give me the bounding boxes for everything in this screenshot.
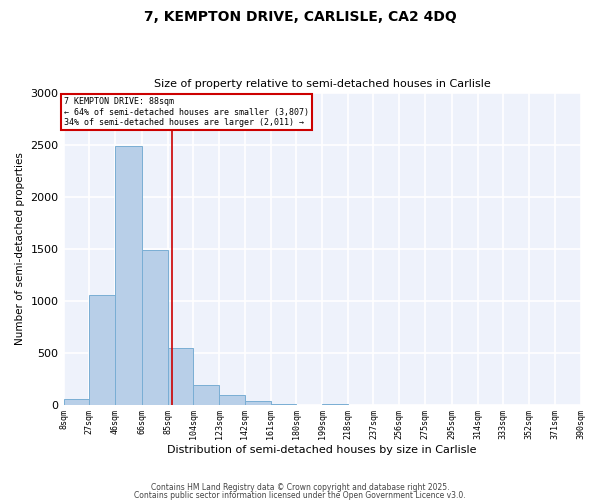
Bar xyxy=(219,395,245,404)
Bar xyxy=(193,386,219,404)
Bar xyxy=(168,348,193,405)
Title: Size of property relative to semi-detached houses in Carlisle: Size of property relative to semi-detach… xyxy=(154,79,490,89)
Text: 7 KEMPTON DRIVE: 88sqm
← 64% of semi-detached houses are smaller (3,807)
34% of : 7 KEMPTON DRIVE: 88sqm ← 64% of semi-det… xyxy=(64,97,309,127)
X-axis label: Distribution of semi-detached houses by size in Carlisle: Distribution of semi-detached houses by … xyxy=(167,445,477,455)
Bar xyxy=(245,402,271,404)
Text: Contains public sector information licensed under the Open Government Licence v3: Contains public sector information licen… xyxy=(134,490,466,500)
Bar xyxy=(64,400,89,404)
Text: Contains HM Land Registry data © Crown copyright and database right 2025.: Contains HM Land Registry data © Crown c… xyxy=(151,483,449,492)
Bar xyxy=(89,296,115,405)
Bar xyxy=(142,250,168,404)
Y-axis label: Number of semi-detached properties: Number of semi-detached properties xyxy=(15,152,25,345)
Bar xyxy=(115,146,142,404)
Text: 7, KEMPTON DRIVE, CARLISLE, CA2 4DQ: 7, KEMPTON DRIVE, CARLISLE, CA2 4DQ xyxy=(143,10,457,24)
